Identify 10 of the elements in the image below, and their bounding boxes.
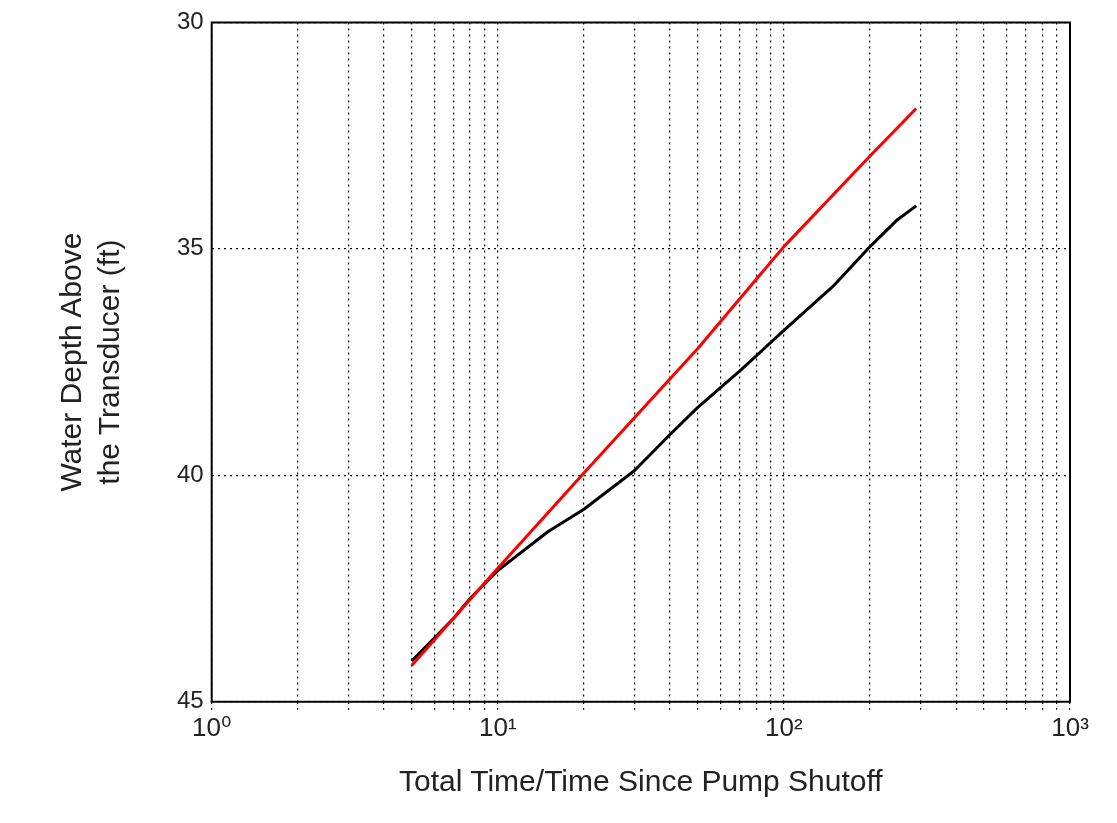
y-tick-label: 35	[176, 233, 204, 261]
x-tick-label: 10⁰	[192, 711, 232, 742]
y-axis-title: Water Depth Above the Transducer (ft)	[54, 232, 125, 492]
y-tick-label: 40	[176, 459, 204, 487]
x-tick-label: 10¹	[479, 711, 517, 742]
x-axis-title: Total Time/Time Since Pump Shutoff	[399, 764, 884, 798]
y-tick-label: 45	[176, 686, 204, 714]
x-tick-label: 10²	[765, 711, 804, 742]
y-tick-label: 30	[176, 7, 204, 35]
x-tick-label: 10³	[1051, 711, 1090, 742]
